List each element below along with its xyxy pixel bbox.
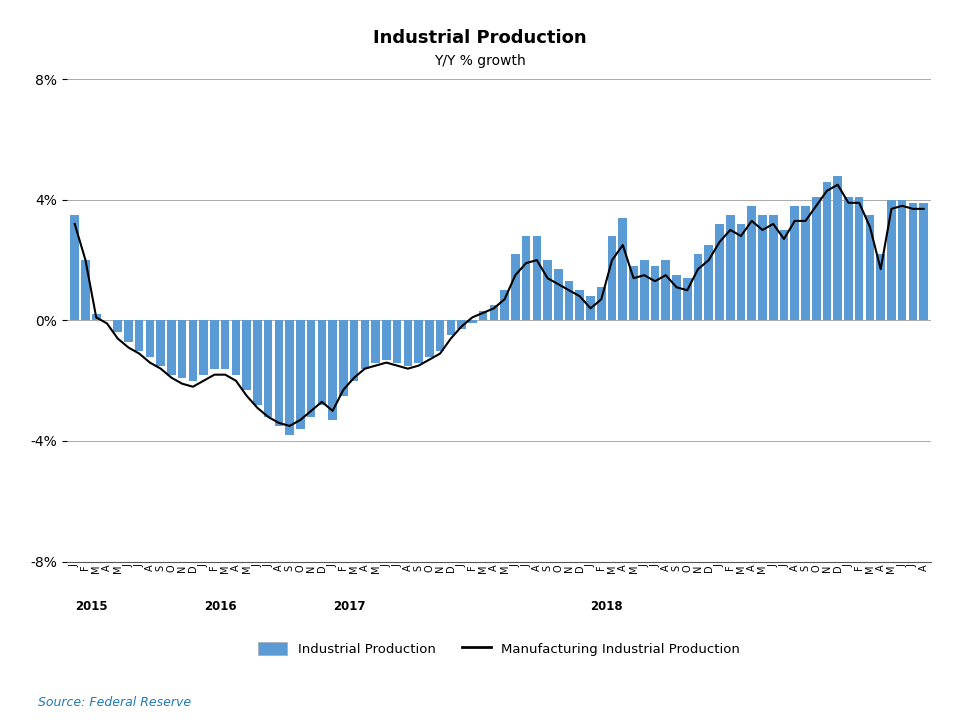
Bar bbox=[898, 200, 906, 320]
Bar bbox=[618, 218, 627, 320]
Bar bbox=[920, 203, 928, 320]
Bar bbox=[446, 320, 455, 336]
Bar bbox=[780, 230, 788, 320]
Bar bbox=[736, 224, 745, 320]
Bar bbox=[188, 320, 197, 381]
Bar bbox=[349, 320, 358, 381]
Bar bbox=[318, 320, 326, 405]
Text: Y/Y % growth: Y/Y % growth bbox=[434, 54, 526, 68]
Bar bbox=[339, 320, 348, 396]
Bar bbox=[92, 315, 101, 320]
Bar bbox=[812, 197, 821, 320]
Bar bbox=[178, 320, 186, 378]
Bar bbox=[361, 320, 370, 369]
Bar bbox=[758, 215, 767, 320]
Bar bbox=[802, 206, 810, 320]
Bar bbox=[285, 320, 294, 435]
Bar bbox=[705, 245, 713, 320]
Bar bbox=[382, 320, 391, 359]
Bar bbox=[887, 200, 896, 320]
Bar bbox=[70, 215, 79, 320]
Bar bbox=[543, 260, 552, 320]
Text: 2016: 2016 bbox=[204, 600, 236, 613]
Bar bbox=[866, 215, 875, 320]
Bar bbox=[511, 254, 519, 320]
Bar bbox=[167, 320, 176, 374]
Bar bbox=[640, 260, 649, 320]
Text: 2017: 2017 bbox=[332, 600, 365, 613]
Bar bbox=[242, 320, 251, 390]
Bar bbox=[629, 266, 637, 320]
Bar bbox=[264, 320, 273, 417]
Bar bbox=[908, 203, 917, 320]
Bar bbox=[372, 320, 380, 363]
Bar bbox=[533, 236, 541, 320]
Text: Source: Federal Reserve: Source: Federal Reserve bbox=[38, 696, 192, 709]
Bar bbox=[715, 224, 724, 320]
Bar bbox=[769, 215, 778, 320]
Bar bbox=[415, 320, 423, 363]
Bar bbox=[564, 282, 573, 320]
Bar bbox=[457, 320, 466, 330]
Bar bbox=[146, 320, 155, 356]
Bar bbox=[500, 290, 509, 320]
Bar bbox=[554, 269, 563, 320]
Bar bbox=[296, 320, 304, 429]
Bar bbox=[135, 320, 143, 351]
Bar bbox=[726, 215, 734, 320]
Text: 2015: 2015 bbox=[75, 600, 108, 613]
Bar bbox=[876, 254, 885, 320]
Bar bbox=[210, 320, 219, 369]
Bar bbox=[156, 320, 165, 366]
Bar bbox=[113, 320, 122, 333]
Bar bbox=[587, 297, 595, 320]
Bar bbox=[328, 320, 337, 420]
Bar bbox=[479, 311, 488, 320]
Bar bbox=[468, 320, 476, 323]
Bar bbox=[307, 320, 316, 417]
Bar bbox=[597, 287, 606, 320]
Bar bbox=[748, 206, 756, 320]
Bar bbox=[490, 305, 498, 320]
Text: 2018: 2018 bbox=[590, 600, 623, 613]
Bar bbox=[855, 197, 863, 320]
Bar bbox=[253, 320, 262, 405]
Bar bbox=[694, 254, 703, 320]
Bar bbox=[833, 176, 842, 320]
Bar bbox=[231, 320, 240, 374]
Text: Industrial Production: Industrial Production bbox=[373, 29, 587, 47]
Bar bbox=[221, 320, 229, 369]
Bar bbox=[844, 197, 852, 320]
Bar bbox=[425, 320, 434, 356]
Bar bbox=[436, 320, 444, 351]
Bar bbox=[651, 266, 660, 320]
Bar bbox=[575, 290, 584, 320]
Bar bbox=[522, 236, 530, 320]
Bar bbox=[275, 320, 283, 426]
Bar bbox=[823, 181, 831, 320]
Bar bbox=[82, 260, 90, 320]
Bar bbox=[393, 320, 401, 363]
Bar bbox=[672, 275, 681, 320]
Bar bbox=[790, 206, 799, 320]
Bar bbox=[403, 320, 412, 366]
Legend: Industrial Production, Manufacturing Industrial Production: Industrial Production, Manufacturing Ind… bbox=[252, 636, 746, 661]
Bar bbox=[683, 278, 691, 320]
Bar bbox=[124, 320, 132, 341]
Bar bbox=[608, 236, 616, 320]
Bar bbox=[200, 320, 208, 374]
Bar bbox=[661, 260, 670, 320]
